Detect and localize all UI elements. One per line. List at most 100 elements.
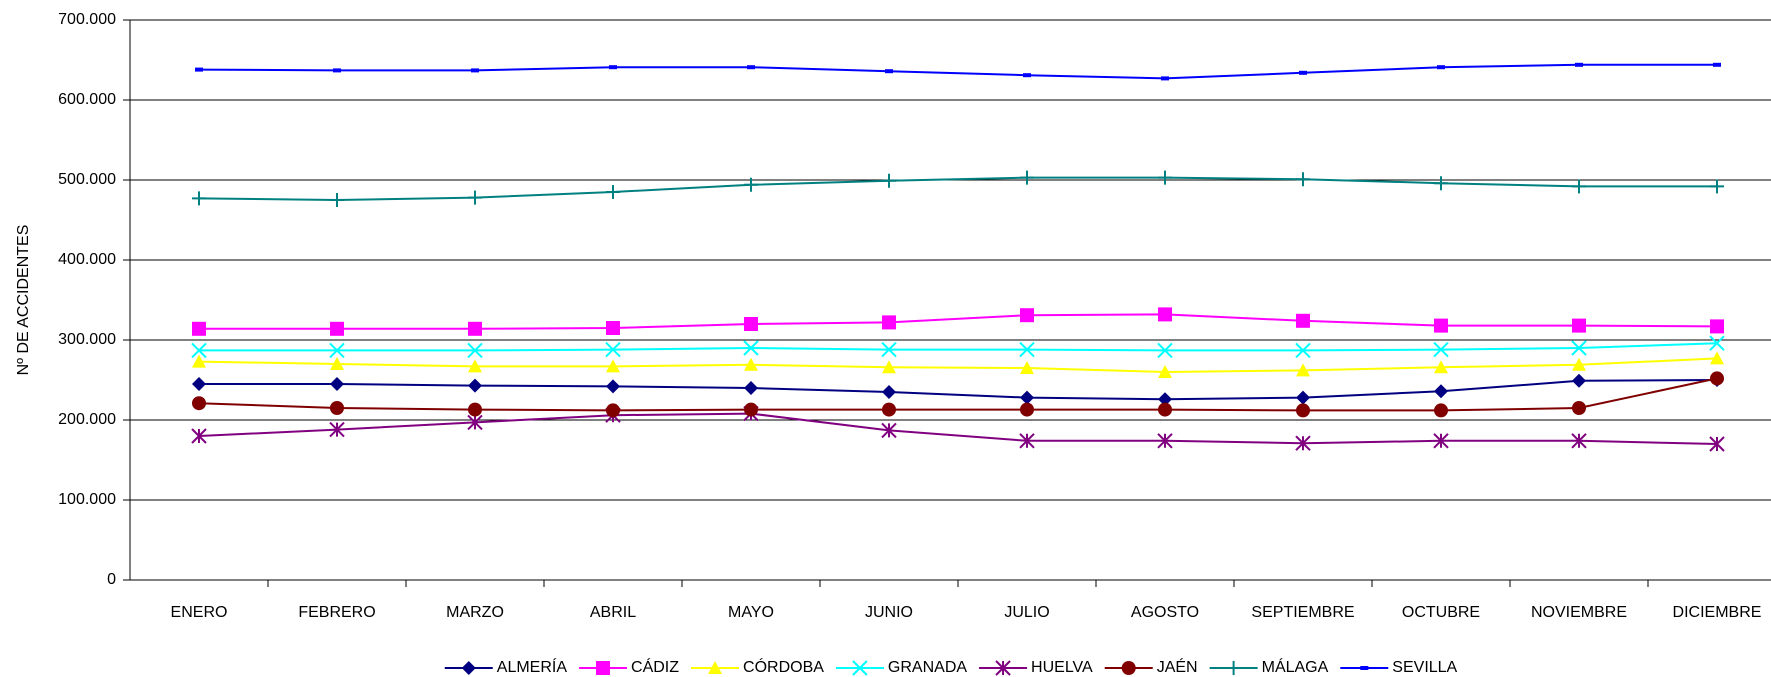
marker <box>333 68 341 73</box>
marker <box>1295 435 1311 451</box>
marker <box>1572 401 1586 415</box>
legend-label: ALMERÍA <box>497 657 568 676</box>
marker <box>1295 342 1311 359</box>
marker <box>468 378 482 393</box>
marker <box>1360 666 1369 670</box>
marker <box>468 402 482 417</box>
marker <box>885 69 893 74</box>
marker <box>1020 308 1034 323</box>
marker <box>192 354 206 368</box>
marker <box>1713 62 1721 67</box>
marker <box>1296 313 1310 328</box>
marker <box>1572 318 1586 333</box>
marker <box>708 661 723 674</box>
y-tick-label: 400.000 <box>58 251 116 268</box>
marker <box>606 359 620 373</box>
marker <box>1158 402 1172 417</box>
legend-item: HUELVA <box>979 659 1093 676</box>
x-tick-label: OCTUBRE <box>1402 604 1480 621</box>
legend-label: CÓRDOBA <box>743 657 824 676</box>
marker <box>330 193 344 207</box>
marker <box>609 65 617 70</box>
marker <box>1571 433 1587 449</box>
marker <box>1158 307 1172 322</box>
marker <box>606 403 620 418</box>
series-line <box>199 379 1718 401</box>
marker <box>468 359 482 373</box>
marker <box>1161 76 1169 81</box>
marker <box>1157 342 1173 359</box>
x-tick-label: MAYO <box>728 604 774 621</box>
x-tick-label: JUNIO <box>865 604 913 621</box>
marker <box>744 357 758 371</box>
legend-item: MÁLAGA <box>1209 657 1329 676</box>
marker <box>882 385 896 399</box>
marker <box>1157 433 1173 449</box>
legend-label: MÁLAGA <box>1262 657 1329 676</box>
series-line <box>198 412 1718 445</box>
marker <box>1121 661 1136 675</box>
marker <box>605 341 621 358</box>
marker <box>882 402 896 417</box>
marker <box>596 661 611 675</box>
series-line <box>198 377 1718 412</box>
marker <box>606 185 620 199</box>
marker <box>1296 363 1310 377</box>
x-tick-label: FEBRERO <box>298 604 375 621</box>
marker <box>1226 661 1241 675</box>
series-line <box>199 313 1718 330</box>
legend-item: CÓRDOBA <box>691 657 824 676</box>
marker <box>192 377 206 391</box>
marker <box>1709 335 1725 351</box>
y-tick-label: 200.000 <box>58 411 116 428</box>
marker <box>1575 62 1583 67</box>
series-line <box>198 63 1717 80</box>
marker <box>330 357 344 370</box>
marker <box>330 321 344 336</box>
marker <box>1434 360 1448 374</box>
marker <box>1158 392 1172 407</box>
legend-item: GRANADA <box>835 659 967 676</box>
marker <box>743 340 759 356</box>
marker <box>461 661 476 675</box>
marker <box>1020 170 1034 185</box>
marker <box>192 321 206 336</box>
marker <box>1296 390 1310 405</box>
marker <box>881 341 897 358</box>
marker <box>852 660 868 676</box>
x-tick-label: SEPTIEMBRE <box>1251 604 1354 621</box>
marker <box>995 660 1011 676</box>
y-tick-label: 100.000 <box>58 491 116 508</box>
y-tick-label: 500.000 <box>58 171 116 188</box>
marker <box>329 342 345 359</box>
marker <box>1296 172 1310 187</box>
x-tick-label: JULIO <box>1004 604 1049 621</box>
legend-label: GRANADA <box>888 659 967 676</box>
y-tick-label: 600.000 <box>58 91 116 108</box>
marker <box>330 401 344 415</box>
marker <box>468 190 482 205</box>
marker <box>1434 176 1448 191</box>
marker <box>471 68 479 73</box>
legend-item: JAÉN <box>1104 657 1198 676</box>
marker <box>191 342 207 359</box>
marker <box>1434 384 1448 399</box>
marker <box>1710 179 1724 194</box>
x-tick-label: ENERO <box>171 604 228 621</box>
y-tick-label: 700.000 <box>58 11 116 28</box>
legend-label: JAÉN <box>1157 657 1198 676</box>
marker <box>1709 436 1725 452</box>
x-tick-label: NOVIEMBRE <box>1531 604 1627 621</box>
y-tick-label: 300.000 <box>58 331 116 348</box>
marker <box>1020 361 1034 374</box>
marker <box>1437 65 1445 70</box>
marker <box>1572 357 1586 371</box>
marker <box>1019 433 1035 449</box>
y-axis-title: Nº DE ACCIDENTES <box>15 225 32 376</box>
marker <box>882 315 896 330</box>
series-line <box>198 176 1717 202</box>
marker <box>1433 341 1449 358</box>
marker <box>1572 179 1586 194</box>
marker <box>192 191 206 206</box>
y-tick-label: 0 <box>107 571 116 588</box>
